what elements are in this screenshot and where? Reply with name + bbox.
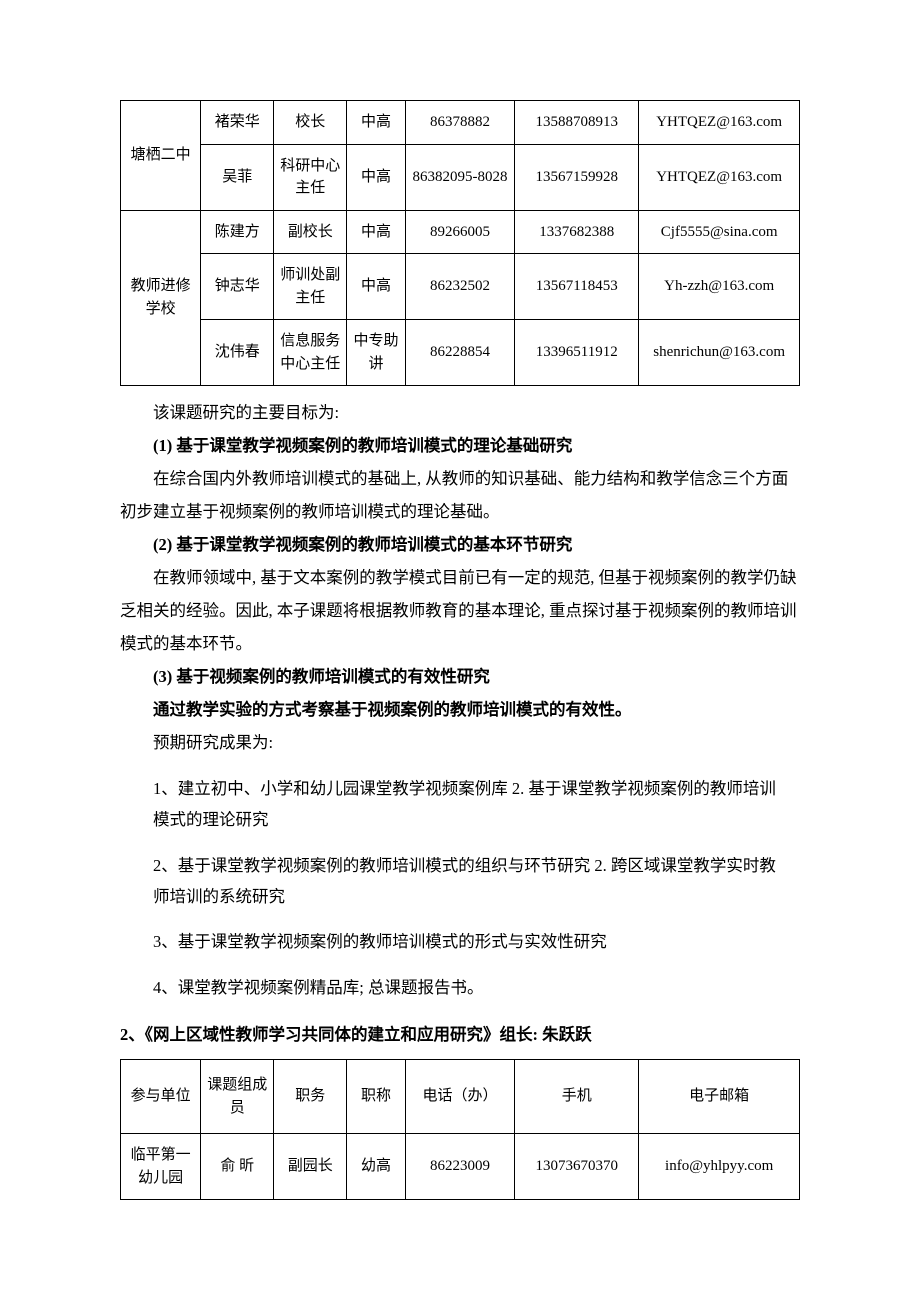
document-page: 塘栖二中 褚荣华 校长 中高 86378882 13588708913 YHTQ… bbox=[0, 0, 920, 1300]
name-cell: 褚荣华 bbox=[201, 101, 274, 145]
name-cell: 陈建方 bbox=[201, 210, 274, 254]
rank-cell: 幼高 bbox=[347, 1134, 405, 1200]
post-cell: 校长 bbox=[274, 101, 347, 145]
table-row: 教师进修学校 陈建方 副校长 中高 89266005 1337682388 Cj… bbox=[121, 210, 800, 254]
post-cell: 副园长 bbox=[274, 1134, 347, 1200]
mobile-cell: 13073670370 bbox=[515, 1134, 639, 1200]
rank-cell: 中高 bbox=[347, 144, 405, 210]
header-email: 电子邮箱 bbox=[639, 1060, 800, 1134]
goal-1-title: (1) 基于课堂教学视频案例的教师培训模式的理论基础研究 bbox=[120, 429, 800, 462]
email-cell: info@yhlpyy.com bbox=[639, 1134, 800, 1200]
unit-cell: 教师进修学校 bbox=[121, 210, 201, 386]
email-cell: Yh-zzh@163.com bbox=[639, 254, 800, 320]
header-unit: 参与单位 bbox=[121, 1060, 201, 1134]
rank-cell: 中高 bbox=[347, 101, 405, 145]
expected-item: 3、基于课堂教学视频案例的教师培训模式的形式与实效性研究 bbox=[153, 926, 784, 957]
members-table-1: 塘栖二中 褚荣华 校长 中高 86378882 13588708913 YHTQ… bbox=[120, 100, 800, 386]
post-cell: 科研中心主任 bbox=[274, 144, 347, 210]
header-mobile: 手机 bbox=[515, 1060, 639, 1134]
post-cell: 副校长 bbox=[274, 210, 347, 254]
name-cell: 俞 昕 bbox=[201, 1134, 274, 1200]
tel-cell: 86228854 bbox=[405, 320, 515, 386]
goal-2-title: (2) 基于课堂教学视频案例的教师培训模式的基本环节研究 bbox=[120, 528, 800, 561]
mobile-cell: 13567118453 bbox=[515, 254, 639, 320]
name-cell: 钟志华 bbox=[201, 254, 274, 320]
tel-cell: 86232502 bbox=[405, 254, 515, 320]
unit-cell: 塘栖二中 bbox=[121, 101, 201, 211]
rank-cell: 中高 bbox=[347, 210, 405, 254]
table-row: 钟志华 师训处副主任 中高 86232502 13567118453 Yh-zz… bbox=[121, 254, 800, 320]
header-member: 课题组成 员 bbox=[201, 1060, 274, 1134]
table-header-row: 参与单位 课题组成 员 职务 职称 电话（办） 手机 电子邮箱 bbox=[121, 1060, 800, 1134]
tel-cell: 86382095-8028 bbox=[405, 144, 515, 210]
mobile-cell: 13396511912 bbox=[515, 320, 639, 386]
header-tel: 电话（办） bbox=[405, 1060, 515, 1134]
email-cell: YHTQEZ@163.com bbox=[639, 144, 800, 210]
expected-item: 2、基于课堂教学视频案例的教师培训模式的组织与环节研究 2. 跨区域课堂教学实时… bbox=[153, 850, 784, 913]
email-cell: Cjf5555@sina.com bbox=[639, 210, 800, 254]
goal-1-body: 在综合国内外教师培训模式的基础上, 从教师的知识基础、能力结构和教学信念三个方面… bbox=[120, 462, 800, 528]
name-cell: 沈伟春 bbox=[201, 320, 274, 386]
table-row: 沈伟春 信息服务中心主任 中专助讲 86228854 13396511912 s… bbox=[121, 320, 800, 386]
rank-cell: 中高 bbox=[347, 254, 405, 320]
table-row: 塘栖二中 褚荣华 校长 中高 86378882 13588708913 YHTQ… bbox=[121, 101, 800, 145]
members-table-2: 参与单位 课题组成 员 职务 职称 电话（办） 手机 电子邮箱 临平第一幼儿园 … bbox=[120, 1059, 800, 1200]
header-rank: 职称 bbox=[347, 1060, 405, 1134]
header-post: 职务 bbox=[274, 1060, 347, 1134]
goal-3-title: (3) 基于视频案例的教师培训模式的有效性研究 bbox=[120, 660, 800, 693]
mobile-cell: 1337682388 bbox=[515, 210, 639, 254]
email-cell: YHTQEZ@163.com bbox=[639, 101, 800, 145]
expected-list: 1、建立初中、小学和幼儿园课堂教学视频案例库 2. 基于课堂教学视频案例的教师培… bbox=[120, 773, 800, 1003]
expected-intro: 预期研究成果为: bbox=[120, 726, 800, 759]
post-cell: 师训处副主任 bbox=[274, 254, 347, 320]
tel-cell: 86223009 bbox=[405, 1134, 515, 1200]
email-cell: shenrichun@163.com bbox=[639, 320, 800, 386]
mobile-cell: 13567159928 bbox=[515, 144, 639, 210]
rank-cell: 中专助讲 bbox=[347, 320, 405, 386]
tel-cell: 86378882 bbox=[405, 101, 515, 145]
table-row: 吴菲 科研中心主任 中高 86382095-8028 13567159928 Y… bbox=[121, 144, 800, 210]
mobile-cell: 13588708913 bbox=[515, 101, 639, 145]
main-text: 该课题研究的主要目标为: (1) 基于课堂教学视频案例的教师培训模式的理论基础研… bbox=[120, 396, 800, 1003]
post-cell: 信息服务中心主任 bbox=[274, 320, 347, 386]
expected-item: 4、课堂教学视频案例精品库; 总课题报告书。 bbox=[153, 972, 784, 1003]
name-cell: 吴菲 bbox=[201, 144, 274, 210]
tel-cell: 89266005 bbox=[405, 210, 515, 254]
goal-intro: 该课题研究的主要目标为: bbox=[120, 396, 800, 429]
table-row: 临平第一幼儿园 俞 昕 副园长 幼高 86223009 13073670370 … bbox=[121, 1134, 800, 1200]
expected-item: 1、建立初中、小学和幼儿园课堂教学视频案例库 2. 基于课堂教学视频案例的教师培… bbox=[153, 773, 784, 836]
unit-cell: 临平第一幼儿园 bbox=[121, 1134, 201, 1200]
goal-3-body: 通过教学实验的方式考察基于视频案例的教师培训模式的有效性。 bbox=[120, 693, 800, 726]
goal-2-body: 在教师领域中, 基于文本案例的教学模式目前已有一定的规范, 但基于视频案例的教学… bbox=[120, 561, 800, 660]
section-2-title: 2、《网上区域性教师学习共同体的建立和应用研究》组长: 朱跃跃 bbox=[120, 1021, 800, 1045]
